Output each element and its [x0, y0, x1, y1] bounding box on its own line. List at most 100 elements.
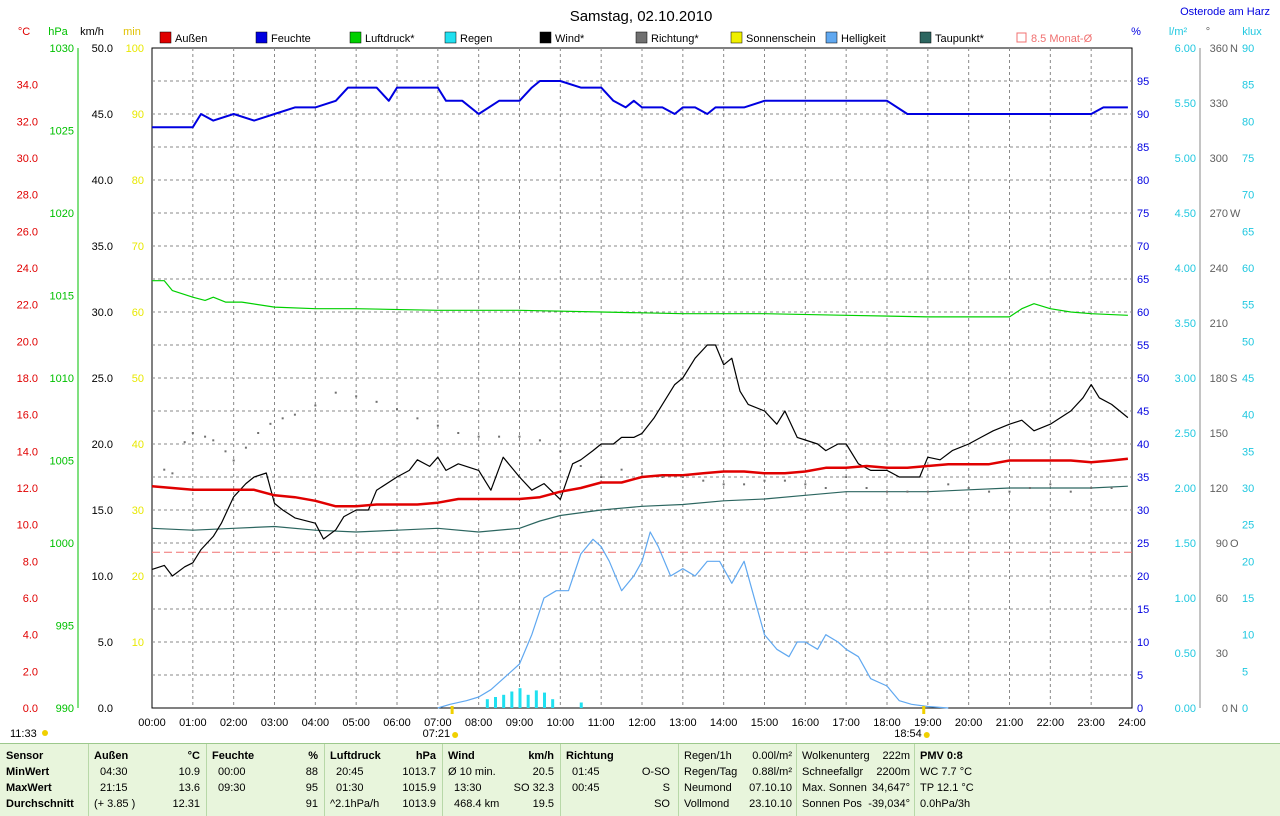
lux-tick-label: 75 [1242, 153, 1254, 165]
lux-tick-label: 30 [1242, 483, 1254, 495]
direction-point [538, 439, 541, 442]
stats-value: 0.0hPa/3h [920, 798, 971, 810]
rain-bar [518, 688, 522, 708]
legend-swatch [255, 31, 268, 44]
stats-value: 91 [305, 798, 318, 810]
time-tick-label: 18:00 [873, 717, 901, 729]
stats-value: O-SO [641, 766, 670, 778]
stats-value: 34,647° [871, 782, 910, 794]
time-tick-label: 19:00 [914, 717, 942, 729]
stats-row-label: MaxWert [6, 782, 52, 794]
direction-letter: S [1230, 373, 1237, 385]
time-tick-label: 07:00 [424, 717, 452, 729]
time-tick-label: 16:00 [792, 717, 820, 729]
direction-point [1028, 487, 1031, 489]
stats-time: 00:45 [572, 782, 600, 794]
rain-tick-label: 3.50 [1175, 318, 1196, 330]
legend-label: Helligkeit [841, 33, 886, 45]
rain-unit-label: l/m² [1169, 26, 1188, 38]
temp-tick-label: 28.0 [17, 190, 38, 202]
direction-point [416, 417, 419, 420]
direction-tick-label: 270 [1210, 208, 1228, 220]
direction-letter: W [1230, 208, 1241, 220]
direction-point [518, 435, 521, 438]
time-tick-label: 06:00 [383, 717, 411, 729]
direction-point [845, 476, 848, 478]
rain-tick-label: 2.50 [1175, 428, 1196, 440]
stats-col-sensor: Sensor MinWert MaxWert Durchschnitt [0, 744, 89, 816]
humidity-tick-label: 10 [1137, 637, 1149, 649]
legend-label: Richtung* [651, 33, 699, 45]
direction-point [559, 450, 562, 453]
rain-bar [502, 694, 506, 708]
stats-row-label: Durchschnitt [6, 798, 74, 810]
humidity-tick-label: 30 [1137, 505, 1149, 517]
legend-swatch [1016, 32, 1027, 43]
rain-tick-label: 0.50 [1175, 648, 1196, 660]
direction-point [457, 432, 460, 434]
direction-point [257, 432, 260, 434]
humidity-tick-label: 85 [1137, 142, 1149, 154]
humidity-tick-label: 45 [1137, 406, 1149, 418]
time-tick-label: 13:00 [669, 717, 697, 729]
humidity-tick-label: 70 [1137, 241, 1149, 253]
wind-tick-label: 15.0 [92, 505, 113, 517]
stats-value: 95 [305, 782, 318, 794]
pressure-tick-label: 1025 [50, 126, 74, 138]
temp-tick-label: 4.0 [23, 630, 38, 642]
stats-time: 20:45 [336, 766, 364, 778]
stats-col-luftdruck: Luftdruck hPa 20:45 1013.7 01:30 1015.9 … [324, 744, 443, 816]
stats-aussen-unit: °C [187, 750, 200, 762]
wind-tick-label: 40.0 [92, 175, 113, 187]
sunmin-tick-label: 10 [132, 637, 144, 649]
direction-point [163, 468, 166, 471]
direction-point [498, 435, 501, 438]
rain-bar [485, 699, 489, 708]
direction-tick-label: 0 [1222, 703, 1228, 715]
direction-tick-label: 330 [1210, 98, 1228, 110]
direction-point [641, 472, 643, 475]
sunmin-tick-label: 30 [132, 505, 144, 517]
stats-value: 0.88l/m² [752, 766, 792, 778]
direction-tick-label: 240 [1210, 263, 1228, 275]
humidity-tick-label: 50 [1137, 373, 1149, 385]
direction-tick-label: 30 [1216, 648, 1228, 660]
wind-tick-label: 5.0 [98, 637, 113, 649]
legend-label: Taupunkt* [935, 33, 985, 45]
sunmin-tick-label: 50 [132, 373, 144, 385]
time-tick-label: 11:00 [588, 717, 615, 729]
humidity-tick-label: 15 [1137, 604, 1149, 616]
pressure-tick-label: 1005 [50, 456, 74, 468]
lux-tick-label: 70 [1242, 190, 1254, 202]
pressure-tick-label: 1015 [50, 291, 74, 303]
stats-value: TP 12.1 °C [920, 782, 974, 794]
time-tick-label: 21:00 [996, 717, 1024, 729]
stats-row-label: MinWert [6, 766, 50, 778]
stats-label: Neumond [684, 782, 732, 794]
wind-line [151, 344, 1129, 577]
rain-tick-label: 4.00 [1175, 263, 1196, 275]
direction-point [224, 450, 227, 453]
direction-point [681, 476, 684, 478]
direction-point [988, 490, 991, 493]
time-tick-label: 15:00 [751, 717, 779, 729]
temp-tick-label: 30.0 [17, 153, 38, 165]
direction-tick-label: 60 [1216, 593, 1228, 605]
time-tick-label: 12:00 [628, 717, 656, 729]
sunmin-tick-label: 90 [132, 109, 144, 121]
time-tick-label: 17:00 [832, 717, 860, 729]
stats-value: SO [654, 798, 670, 810]
temperature-line [151, 457, 1129, 508]
direction-point [334, 391, 337, 394]
weather-chart: 0.0 2.0 4.0 6.0 8.0 10.0 12.0 14.0 16.0 18.0 20.0 2… [10, 6, 1270, 740]
stats-value: 0.00l/m² [752, 750, 792, 762]
direction-point [1090, 487, 1093, 489]
time-tick-label: 03:00 [261, 717, 289, 729]
stats-value: 1013.7 [402, 766, 436, 778]
sunmin-tick-label: 100 [126, 43, 144, 55]
direction-point [183, 441, 186, 444]
sunmin-tick-label: 40 [132, 439, 144, 451]
legend-swatch [825, 31, 838, 44]
stats-value: 07.10.10 [749, 782, 792, 794]
wind-tick-label: 45.0 [92, 109, 113, 121]
